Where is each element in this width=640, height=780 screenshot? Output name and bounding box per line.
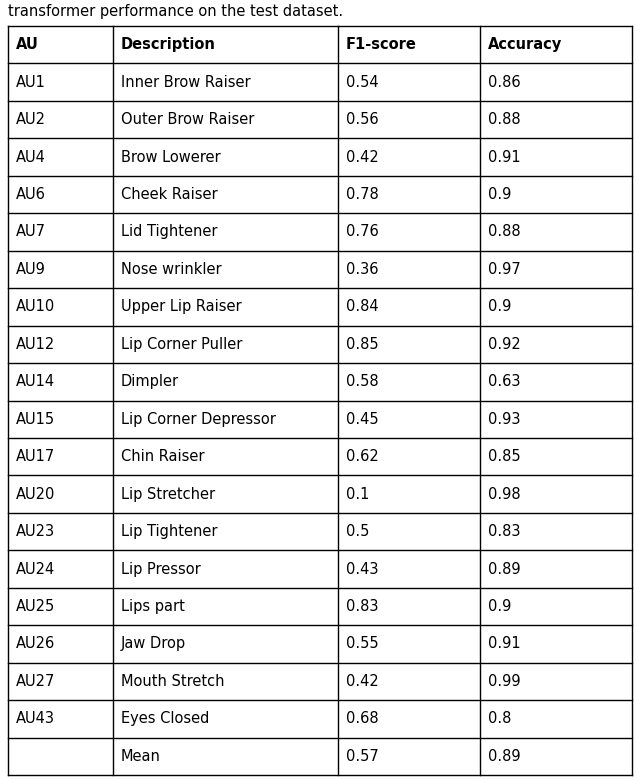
Text: 0.57: 0.57 — [346, 749, 379, 764]
Text: 0.9: 0.9 — [488, 300, 511, 314]
Text: AU9: AU9 — [16, 262, 46, 277]
Text: 0.1: 0.1 — [346, 487, 369, 502]
Text: AU26: AU26 — [16, 636, 55, 651]
Text: AU12: AU12 — [16, 337, 55, 352]
Text: 0.45: 0.45 — [346, 412, 379, 427]
Text: 0.36: 0.36 — [346, 262, 378, 277]
Text: 0.68: 0.68 — [346, 711, 379, 726]
Text: 0.88: 0.88 — [488, 112, 520, 127]
Text: Jaw Drop: Jaw Drop — [121, 636, 186, 651]
Text: 0.78: 0.78 — [346, 187, 379, 202]
Text: 0.98: 0.98 — [488, 487, 520, 502]
Text: 0.58: 0.58 — [346, 374, 379, 389]
Text: 0.83: 0.83 — [346, 599, 378, 614]
Text: 0.62: 0.62 — [346, 449, 379, 464]
Text: AU24: AU24 — [16, 562, 55, 576]
Text: 0.43: 0.43 — [346, 562, 378, 576]
Text: F1-score: F1-score — [346, 37, 417, 52]
Text: transformer performance on the test dataset.: transformer performance on the test data… — [8, 4, 343, 19]
Text: 0.86: 0.86 — [488, 75, 520, 90]
Text: Upper Lip Raiser: Upper Lip Raiser — [121, 300, 242, 314]
Text: 0.93: 0.93 — [488, 412, 520, 427]
Text: 0.91: 0.91 — [488, 636, 520, 651]
Text: AU10: AU10 — [16, 300, 55, 314]
Text: 0.99: 0.99 — [488, 674, 520, 689]
Text: 0.42: 0.42 — [346, 150, 379, 165]
Text: AU14: AU14 — [16, 374, 55, 389]
Text: Chin Raiser: Chin Raiser — [121, 449, 205, 464]
Text: 0.89: 0.89 — [488, 749, 520, 764]
Text: AU2: AU2 — [16, 112, 46, 127]
Text: 0.92: 0.92 — [488, 337, 521, 352]
Text: AU27: AU27 — [16, 674, 56, 689]
Text: Eyes Closed: Eyes Closed — [121, 711, 209, 726]
Text: 0.42: 0.42 — [346, 674, 379, 689]
Text: Inner Brow Raiser: Inner Brow Raiser — [121, 75, 251, 90]
Text: Lip Pressor: Lip Pressor — [121, 562, 201, 576]
Text: 0.97: 0.97 — [488, 262, 521, 277]
Text: 0.5: 0.5 — [346, 524, 369, 539]
Text: Lid Tightener: Lid Tightener — [121, 225, 218, 239]
Text: 0.55: 0.55 — [346, 636, 379, 651]
Text: AU20: AU20 — [16, 487, 56, 502]
Text: Brow Lowerer: Brow Lowerer — [121, 150, 221, 165]
Text: Description: Description — [121, 37, 216, 52]
Text: 0.89: 0.89 — [488, 562, 520, 576]
Text: 0.83: 0.83 — [488, 524, 520, 539]
Text: AU4: AU4 — [16, 150, 46, 165]
Text: 0.84: 0.84 — [346, 300, 379, 314]
Text: Nose wrinkler: Nose wrinkler — [121, 262, 221, 277]
Text: Cheek Raiser: Cheek Raiser — [121, 187, 218, 202]
Text: 0.88: 0.88 — [488, 225, 520, 239]
Text: AU1: AU1 — [16, 75, 46, 90]
Text: 0.9: 0.9 — [488, 599, 511, 614]
Text: Mouth Stretch: Mouth Stretch — [121, 674, 225, 689]
Text: Lip Corner Puller: Lip Corner Puller — [121, 337, 243, 352]
Text: AU25: AU25 — [16, 599, 55, 614]
Text: 0.54: 0.54 — [346, 75, 379, 90]
Text: Lip Tightener: Lip Tightener — [121, 524, 218, 539]
Text: 0.85: 0.85 — [488, 449, 520, 464]
Text: AU23: AU23 — [16, 524, 55, 539]
Text: Mean: Mean — [121, 749, 161, 764]
Text: Dimpler: Dimpler — [121, 374, 179, 389]
Text: 0.8: 0.8 — [488, 711, 511, 726]
Text: AU17: AU17 — [16, 449, 55, 464]
Text: 0.76: 0.76 — [346, 225, 379, 239]
Text: Outer Brow Raiser: Outer Brow Raiser — [121, 112, 254, 127]
Text: AU15: AU15 — [16, 412, 55, 427]
Text: 0.63: 0.63 — [488, 374, 520, 389]
Text: AU43: AU43 — [16, 711, 55, 726]
Text: Lips part: Lips part — [121, 599, 185, 614]
Text: 0.9: 0.9 — [488, 187, 511, 202]
Text: 0.56: 0.56 — [346, 112, 379, 127]
Text: Lip Corner Depressor: Lip Corner Depressor — [121, 412, 276, 427]
Text: AU7: AU7 — [16, 225, 46, 239]
Text: Accuracy: Accuracy — [488, 37, 563, 52]
Text: Lip Stretcher: Lip Stretcher — [121, 487, 215, 502]
Text: 0.85: 0.85 — [346, 337, 379, 352]
Text: AU6: AU6 — [16, 187, 46, 202]
Text: AU: AU — [16, 37, 39, 52]
Text: 0.91: 0.91 — [488, 150, 520, 165]
